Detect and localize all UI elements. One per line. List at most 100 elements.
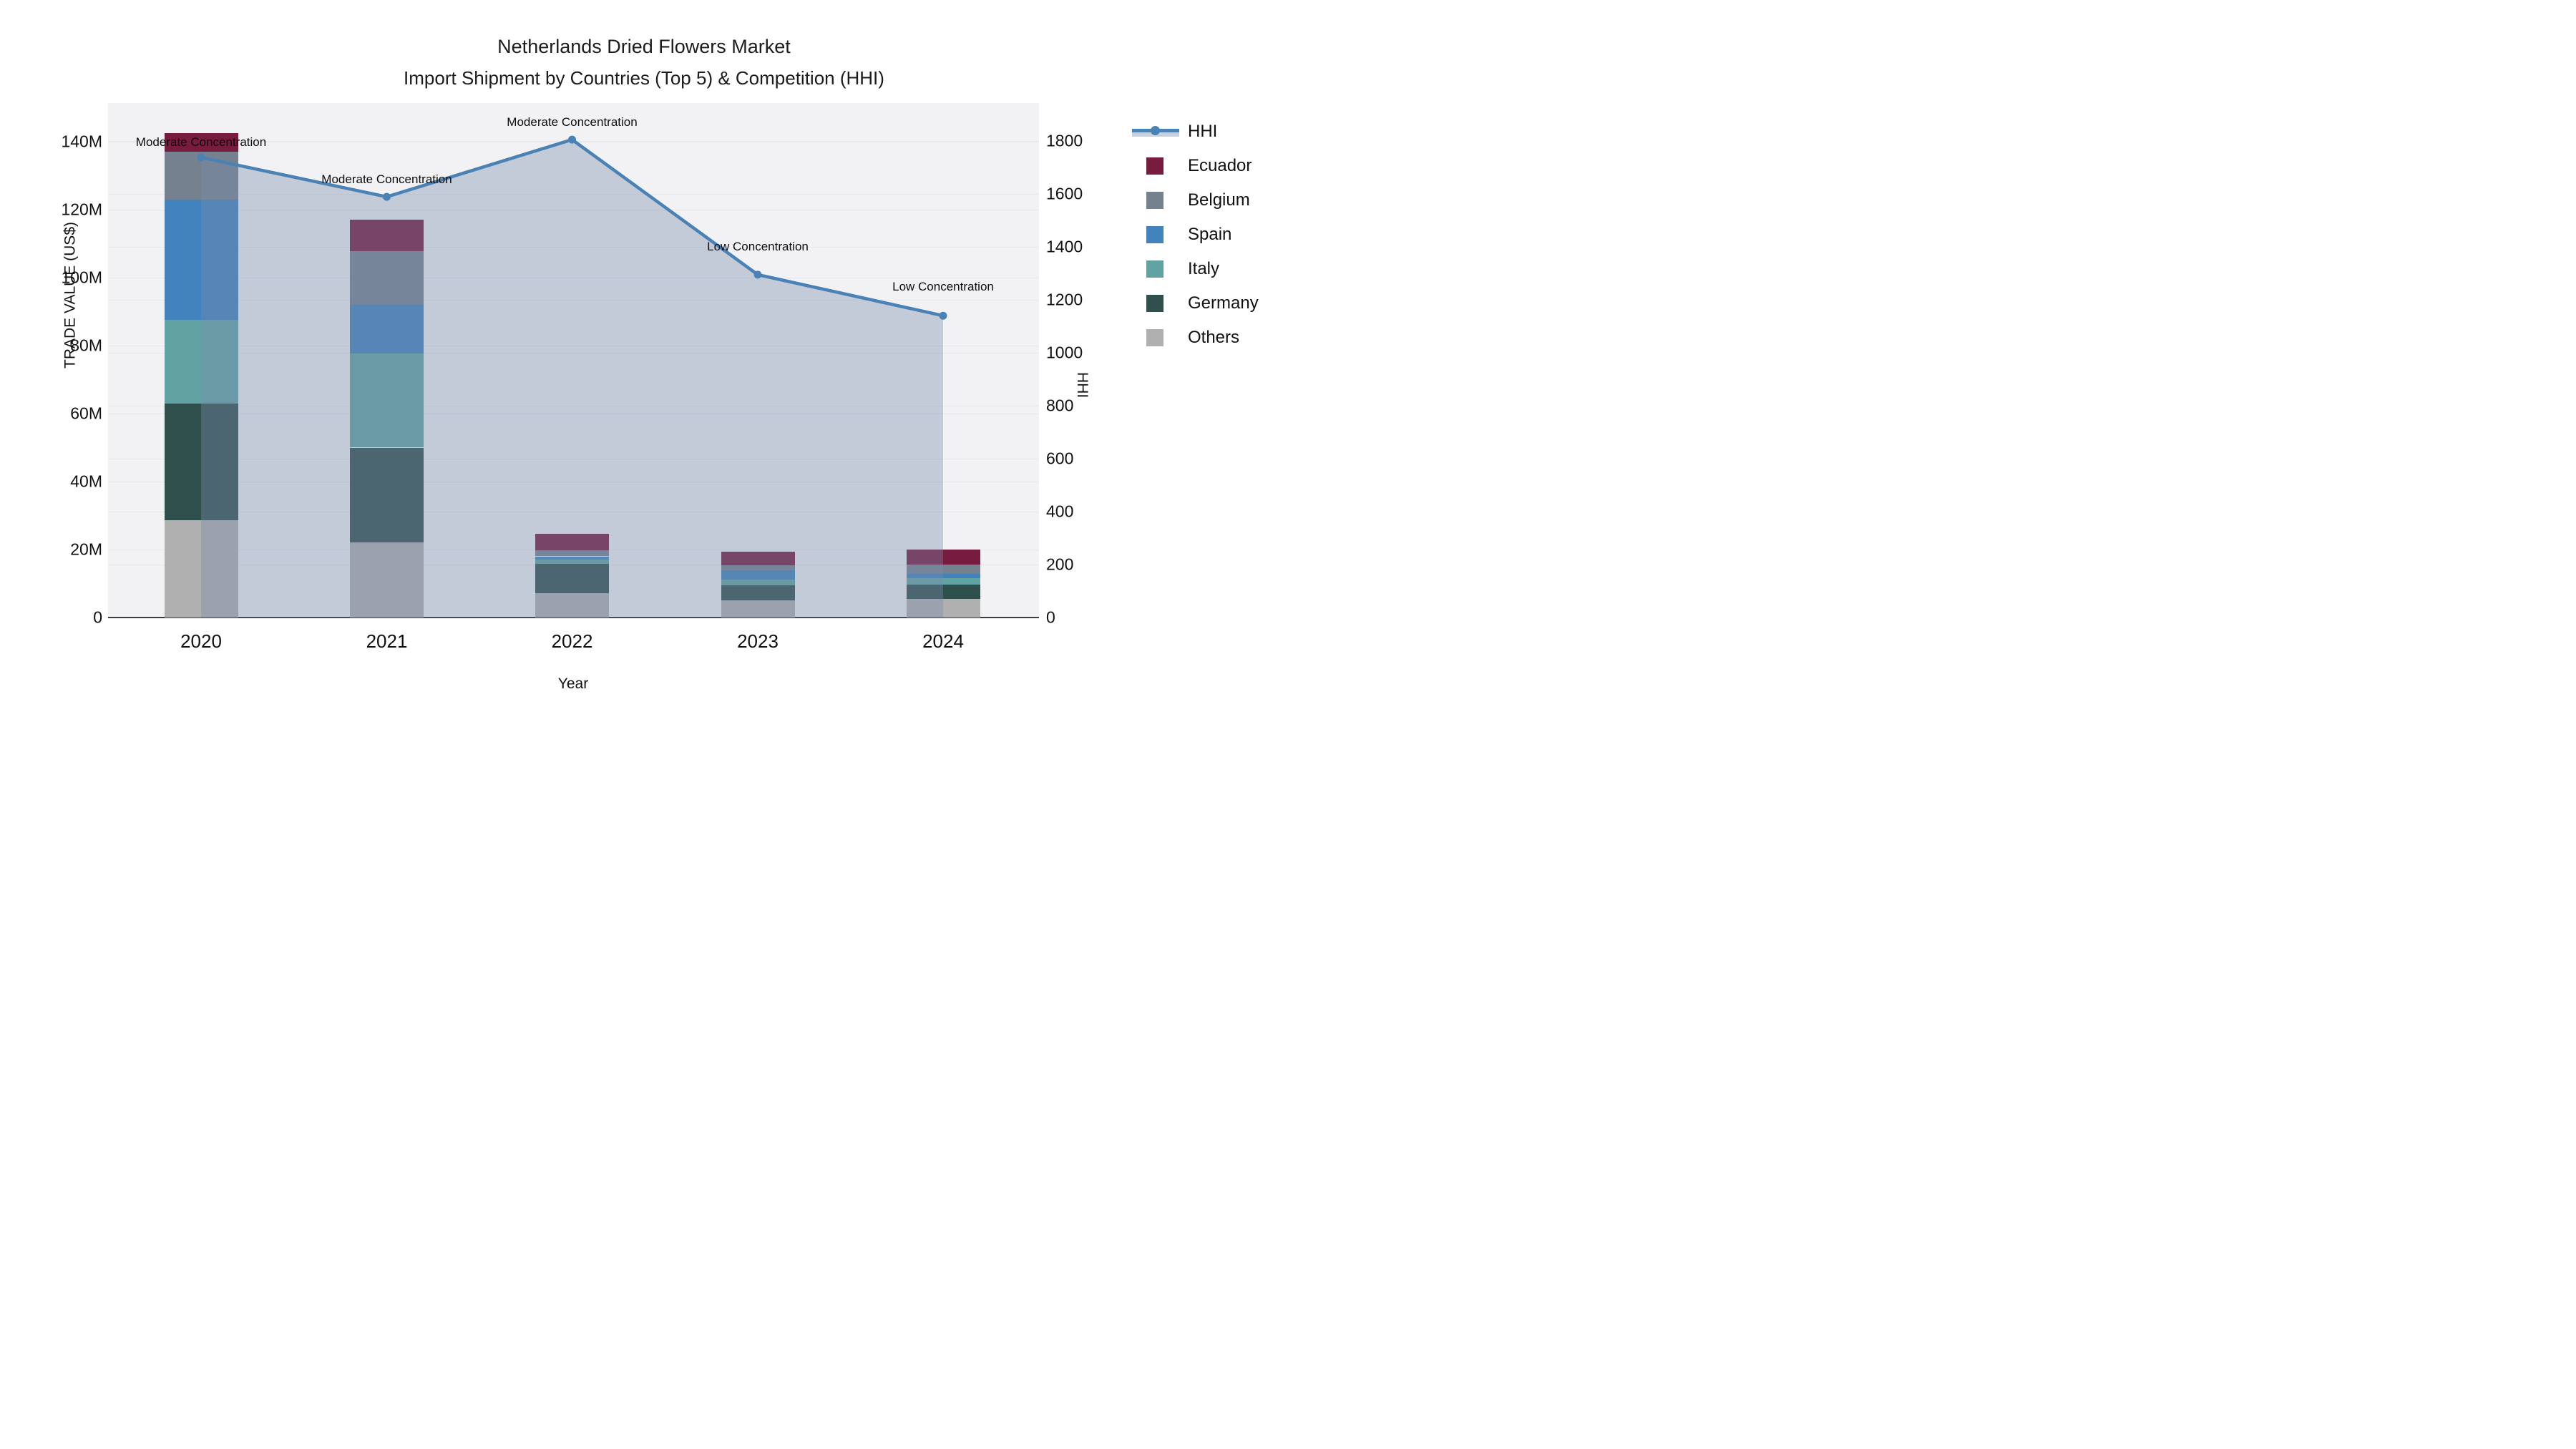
x-tick-2023: 2023 bbox=[737, 630, 779, 652]
legend-label-germany: Germany bbox=[1188, 293, 1259, 313]
bar-segment-2022-ecuador[interactable] bbox=[535, 533, 609, 550]
annotation-2023: Low Concentration bbox=[707, 239, 809, 253]
legend-label-italy: Italy bbox=[1188, 259, 1220, 278]
bar-segment-2020-others[interactable] bbox=[164, 520, 238, 618]
legend-item-hhi[interactable]: HHI bbox=[1132, 114, 1259, 149]
bar-segment-2024-belgium[interactable] bbox=[906, 564, 980, 574]
legend-item-ecuador[interactable]: Ecuador bbox=[1132, 149, 1259, 183]
hhi-marker-icon bbox=[1151, 126, 1160, 135]
legend: HHI Ecuador Belgium Spain Italy Germany Others bbox=[1132, 114, 1259, 355]
bar-segment-2022-belgium[interactable] bbox=[535, 550, 609, 557]
hhi-marker-2024[interactable] bbox=[939, 311, 947, 320]
bar-segment-2023-others[interactable] bbox=[721, 600, 795, 618]
legend-item-others[interactable]: Others bbox=[1132, 321, 1259, 355]
bar-segment-2021-spain[interactable] bbox=[350, 305, 424, 353]
legend-swatch-italy bbox=[1146, 260, 1163, 278]
chart-title: Netherlands Dried Flowers Market bbox=[497, 36, 791, 57]
right-tick-0: 0 bbox=[1046, 608, 1055, 627]
bar-segment-2023-italy[interactable] bbox=[721, 579, 795, 585]
left-tick-40M: 40M bbox=[70, 472, 102, 491]
legend-swatch-column bbox=[1132, 157, 1179, 175]
right-tick-1800: 1800 bbox=[1046, 131, 1083, 150]
bar-segment-2021-others[interactable] bbox=[350, 542, 424, 618]
bar-segment-2024-spain[interactable] bbox=[906, 573, 980, 578]
bar-segment-2024-others[interactable] bbox=[906, 598, 980, 618]
right-tick-800: 800 bbox=[1046, 396, 1074, 415]
gridline-right-1400 bbox=[108, 247, 1039, 248]
right-tick-200: 200 bbox=[1046, 555, 1074, 574]
plot-area: Moderate Concentration Moderate Concentra… bbox=[108, 103, 1039, 618]
right-tick-1000: 1000 bbox=[1046, 343, 1083, 362]
legend-swatch-ecuador bbox=[1146, 157, 1163, 175]
bar-segment-2023-spain[interactable] bbox=[721, 570, 795, 580]
gridline-right-1600 bbox=[108, 194, 1039, 195]
legend-item-spain[interactable]: Spain bbox=[1132, 218, 1259, 252]
legend-swatch-spain bbox=[1146, 226, 1163, 243]
x-axis-line bbox=[108, 617, 1039, 618]
x-tick-2024: 2024 bbox=[922, 630, 964, 652]
hhi-line[interactable] bbox=[200, 137, 944, 318]
left-tick-140M: 140M bbox=[61, 132, 102, 151]
right-tick-1600: 1600 bbox=[1046, 184, 1083, 203]
bar-segment-2022-others[interactable] bbox=[535, 593, 609, 618]
legend-swatch-column bbox=[1132, 260, 1179, 278]
legend-swatch-column bbox=[1132, 192, 1179, 209]
legend-label-spain: Spain bbox=[1188, 225, 1232, 244]
bar-segment-2021-belgium[interactable] bbox=[350, 250, 424, 305]
legend-label-others: Others bbox=[1188, 328, 1240, 347]
bar-segment-2023-ecuador[interactable] bbox=[721, 551, 795, 566]
legend-swatch-column bbox=[1132, 226, 1179, 243]
hhi-marker-2022[interactable] bbox=[568, 135, 576, 144]
right-tick-600: 600 bbox=[1046, 449, 1074, 468]
annotation-2020: Moderate Concentration bbox=[135, 135, 267, 149]
legend-label-hhi: HHI bbox=[1188, 122, 1218, 141]
legend-label-ecuador: Ecuador bbox=[1188, 156, 1252, 175]
legend-label-belgium: Belgium bbox=[1188, 190, 1250, 210]
left-tick-120M: 120M bbox=[61, 200, 102, 219]
left-tick-20M: 20M bbox=[70, 540, 102, 559]
bar-segment-2020-germany[interactable] bbox=[164, 404, 238, 521]
bar-segment-2022-italy[interactable] bbox=[535, 559, 609, 564]
left-tick-80M: 80M bbox=[70, 336, 102, 355]
x-tick-2020: 2020 bbox=[180, 630, 222, 652]
annotation-2021: Moderate Concentration bbox=[321, 172, 452, 187]
bar-segment-2022-germany[interactable] bbox=[535, 563, 609, 594]
x-tick-2022: 2022 bbox=[551, 630, 593, 652]
bar-segment-2020-spain[interactable] bbox=[164, 200, 238, 321]
bar-segment-2022-spain[interactable] bbox=[535, 556, 609, 560]
bar-segment-2021-italy[interactable] bbox=[350, 353, 424, 448]
right-tick-400: 400 bbox=[1046, 502, 1074, 521]
bar-segment-2024-italy[interactable] bbox=[906, 577, 980, 585]
left-tick-60M: 60M bbox=[70, 404, 102, 423]
chart-subtitle: Import Shipment by Countries (Top 5) & C… bbox=[404, 67, 884, 89]
hhi-line-icon bbox=[1132, 126, 1179, 137]
annotation-2022: Moderate Concentration bbox=[507, 115, 638, 130]
bar-segment-2020-italy[interactable] bbox=[164, 320, 238, 404]
legend-swatch-others bbox=[1146, 329, 1163, 346]
legend-item-belgium[interactable]: Belgium bbox=[1132, 183, 1259, 218]
x-axis-title: Year bbox=[557, 675, 589, 692]
y-axis-title-right: HHI bbox=[1074, 372, 1091, 399]
legend-item-germany[interactable]: Germany bbox=[1132, 286, 1259, 321]
figure: Netherlands Dried Flowers Market Import … bbox=[0, 0, 1288, 724]
bar-segment-2021-ecuador[interactable] bbox=[350, 220, 424, 251]
hhi-line-icon bbox=[1132, 126, 1179, 137]
annotation-2024: Low Concentration bbox=[892, 280, 994, 294]
bar-segment-2024-germany[interactable] bbox=[906, 584, 980, 599]
legend-swatch-column bbox=[1132, 329, 1179, 346]
legend-item-italy[interactable]: Italy bbox=[1132, 252, 1259, 286]
legend-swatch-belgium bbox=[1146, 192, 1163, 209]
bar-segment-2024-ecuador[interactable] bbox=[906, 549, 980, 565]
right-tick-1200: 1200 bbox=[1046, 290, 1083, 309]
bar-segment-2023-belgium[interactable] bbox=[721, 565, 795, 571]
bar-segment-2020-belgium[interactable] bbox=[164, 152, 238, 200]
legend-swatch-column bbox=[1132, 295, 1179, 312]
x-tick-2021: 2021 bbox=[366, 630, 408, 652]
right-tick-1400: 1400 bbox=[1046, 237, 1083, 256]
bar-segment-2023-germany[interactable] bbox=[721, 585, 795, 600]
left-tick-100M: 100M bbox=[61, 268, 102, 287]
left-tick-0: 0 bbox=[93, 608, 102, 627]
bar-segment-2021-germany[interactable] bbox=[350, 447, 424, 542]
legend-swatch-germany bbox=[1146, 295, 1163, 312]
gridline-right-1200 bbox=[108, 300, 1039, 301]
